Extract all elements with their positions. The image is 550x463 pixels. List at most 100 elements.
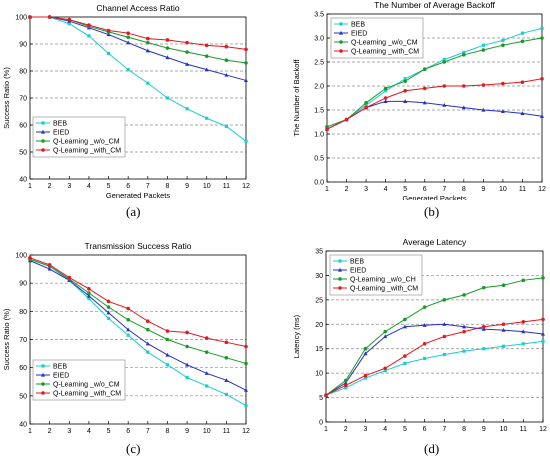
- data-point-q-learning-w-o-cm: [146, 327, 150, 332]
- data-point-beb: [442, 352, 446, 357]
- data-point-q-learning-with-cm: [146, 36, 150, 41]
- x-tick-label: 11: [223, 183, 230, 190]
- data-point-eied: [422, 323, 427, 327]
- data-point-q-learning-with-cm: [126, 31, 130, 35]
- series-line-beb: [30, 16, 247, 142]
- data-point-q-learning-with-cm: [541, 317, 545, 322]
- data-point-q-learning-with-cm: [87, 287, 91, 291]
- data-point-eied: [541, 331, 545, 336]
- chart-average-backoff: The Number of Average Backoff 0.0 0.5 1.0 1.…: [292, 0, 546, 203]
- chart-title: The Number of Average Backoff: [374, 0, 495, 10]
- data-point-q-learning-with-cm: [87, 23, 91, 27]
- data-point-beb: [87, 34, 91, 38]
- y-tick-label: 60: [19, 123, 27, 130]
- chart-title: Transmission Success Ratio: [85, 241, 192, 251]
- legend-marker: [338, 286, 342, 290]
- data-point-eied: [402, 324, 407, 329]
- data-point-q-learning-w-o-ch: [343, 378, 348, 383]
- series-line-q-learning-w-o-cm: [30, 16, 247, 64]
- data-point-beb: [185, 375, 189, 380]
- x-tick-label: 4: [87, 428, 91, 435]
- data-point-beb: [541, 339, 545, 343]
- x-tick-label: 2: [48, 183, 52, 190]
- y-tick-label: 2.0: [314, 84, 324, 91]
- y-tick-label: 90: [19, 42, 27, 49]
- y-axis-label: Latency (ms): [292, 314, 301, 358]
- data-point-eied: [244, 388, 248, 392]
- data-point-eied: [106, 32, 111, 37]
- data-point-q-learning-with-cm: [344, 117, 349, 122]
- data-point-eied: [244, 78, 248, 83]
- data-point-q-learning-w-o-cm: [185, 344, 189, 349]
- x-tick-label: 8: [462, 426, 466, 433]
- y-tick-label: 60: [19, 365, 27, 372]
- chart-panel-c: Transmission Success Ratio 40 50 60 70 80 90 10…: [0, 228, 275, 445]
- data-point-beb: [501, 344, 506, 348]
- chart-panel-b: The Number of Average Backoff 0.0 0.5 1.0 1.…: [275, 0, 550, 203]
- legend-label: EIED: [351, 31, 367, 38]
- data-point-beb: [462, 349, 466, 353]
- legend-marker: [338, 267, 342, 272]
- data-point-q-learning-with-cm: [244, 47, 248, 52]
- legend-label: EIED: [53, 373, 69, 380]
- data-point-q-learning-w-o-cm: [364, 101, 368, 105]
- legend-marker: [41, 382, 45, 386]
- chart-panel-a: Channel Access Ratio 40 50 60 70 80 90 100 1 2 3 4 5…: [0, 0, 275, 200]
- data-point-q-learning-with-cm: [403, 354, 407, 358]
- data-point-q-learning-w-o-cm: [87, 291, 91, 295]
- data-point-q-learning-w-o-cm: [383, 86, 388, 91]
- data-point-beb: [383, 369, 387, 373]
- data-point-beb: [205, 384, 209, 388]
- data-point-beb: [165, 363, 170, 367]
- data-point-q-learning-w-o-cm: [224, 356, 229, 360]
- data-point-q-learning-w-o-cm: [185, 50, 189, 54]
- data-point-q-learning-w-o-cm: [462, 53, 466, 57]
- data-point-beb: [521, 342, 525, 346]
- y-tick-label: 3.5: [314, 12, 324, 19]
- legend-marker: [41, 139, 45, 143]
- x-tick-label: 3: [67, 183, 71, 190]
- chart-title: Average Latency: [403, 237, 467, 247]
- legend-label: Q-Learning _w/o_CH: [350, 277, 416, 284]
- x-tick-label: 11: [519, 186, 526, 193]
- x-tick-label: 10: [499, 186, 507, 193]
- y-tick-label: 5: [319, 395, 323, 402]
- legend-marker: [339, 30, 343, 35]
- plot-frame: [325, 250, 544, 423]
- data-point-q-learning-with-cm: [185, 40, 189, 45]
- data-point-eied: [540, 114, 544, 118]
- legend-label: BEB: [351, 22, 365, 29]
- data-point-q-learning-w-o-cm: [204, 350, 209, 354]
- data-point-q-learning-with-cm: [520, 80, 525, 84]
- data-point-q-learning-w-o-cm: [501, 43, 505, 47]
- data-point-q-learning-with-cm: [442, 84, 447, 88]
- data-point-eied: [126, 327, 131, 332]
- legend-marker: [339, 22, 343, 26]
- legend-label: Q-Learning _with_CM: [351, 49, 419, 56]
- data-point-beb: [344, 386, 348, 390]
- y-axis-label: The Number of Backoff: [292, 59, 301, 137]
- x-tick-label: 1: [324, 426, 328, 433]
- data-point-beb: [87, 297, 91, 301]
- data-point-eied: [461, 105, 466, 110]
- x-axis-label: Generated Packets: [402, 194, 466, 200]
- x-tick-label: 2: [344, 426, 348, 433]
- panel-label-a: (a): [126, 204, 141, 219]
- data-point-q-learning-with-cm: [422, 342, 427, 346]
- data-point-q-learning-with-cm: [462, 84, 466, 88]
- y-tick-label: 35: [315, 249, 323, 256]
- data-point-q-learning-w-o-cm: [204, 54, 209, 58]
- data-point-beb: [540, 26, 544, 30]
- data-point-q-learning-w-o-ch: [383, 329, 387, 334]
- legend-label: Q-Learning _with_CM: [53, 391, 121, 398]
- x-tick-label: 1: [28, 183, 32, 190]
- y-tick-label: 40: [19, 422, 27, 429]
- legend-marker: [339, 49, 343, 53]
- legend: BEB EIED Q-Learning _w/o_CM Q-Learning _wit…: [330, 17, 424, 59]
- data-point-q-learning-w-o-cm: [422, 67, 427, 71]
- data-point-eied: [185, 62, 190, 66]
- x-tick-label: 2: [48, 428, 52, 435]
- x-tick-label: 10: [500, 426, 508, 433]
- y-tick-label: 0.5: [314, 156, 324, 163]
- y-tick-label: 70: [19, 96, 27, 103]
